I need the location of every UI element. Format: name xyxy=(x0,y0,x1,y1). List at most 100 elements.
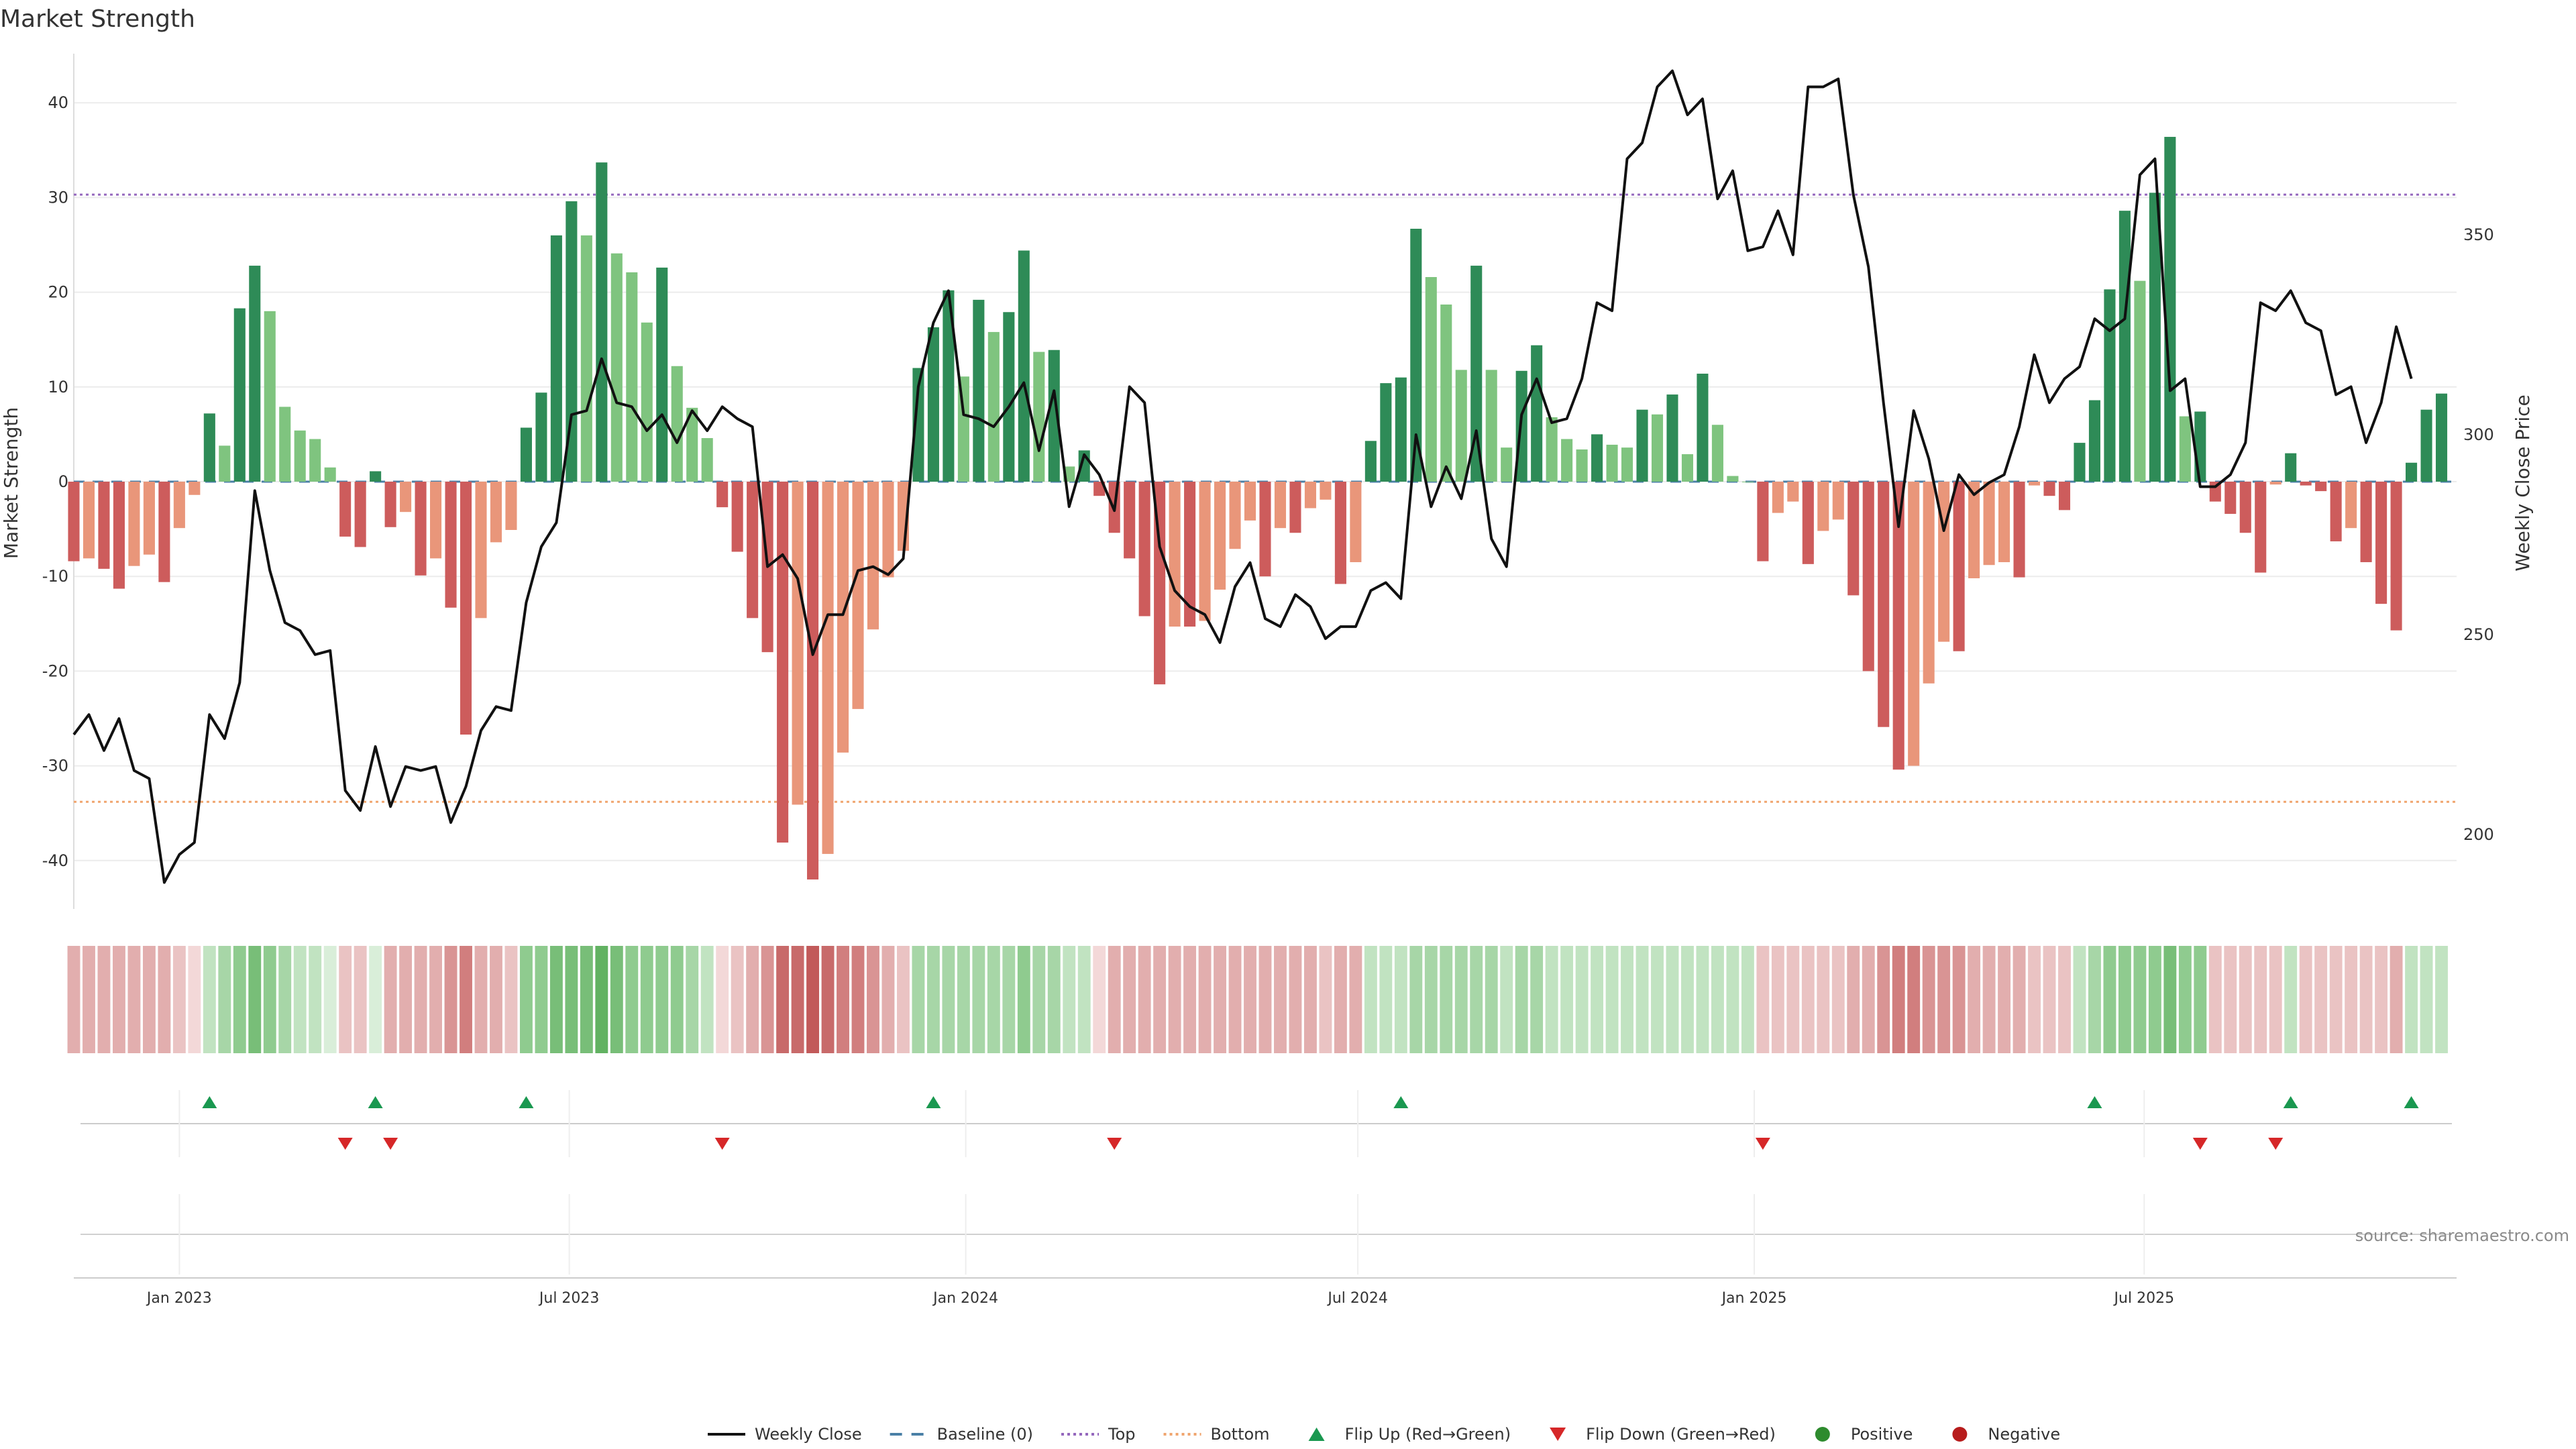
heat-cell xyxy=(549,946,563,1053)
strength-bar xyxy=(1847,482,1860,596)
y-tick-label: -40 xyxy=(42,851,68,870)
strength-bar xyxy=(219,445,231,482)
strength-bar xyxy=(98,482,110,569)
price-line-group xyxy=(72,69,2413,884)
heat-cell xyxy=(2088,946,2101,1053)
heat-cell xyxy=(263,946,276,1053)
strength-bar xyxy=(2134,280,2146,482)
heat-cell xyxy=(867,946,879,1053)
strength-bar xyxy=(1983,482,1995,566)
strength-bar xyxy=(1651,414,1664,482)
heat-cell xyxy=(1063,946,1076,1053)
flip-down-marker xyxy=(383,1138,398,1150)
strength-bar xyxy=(520,427,532,482)
legend-label: Top xyxy=(1108,1425,1136,1444)
heat-cell xyxy=(942,946,955,1053)
heat-cell xyxy=(1258,946,1272,1053)
heat-cell xyxy=(384,946,397,1053)
strength-bar xyxy=(354,482,366,547)
strength-bar xyxy=(68,482,80,561)
heat-cell xyxy=(474,946,488,1053)
strength-bar xyxy=(957,376,969,482)
strength-bar xyxy=(596,162,608,482)
strength-bar xyxy=(249,266,261,482)
heat-cell xyxy=(278,946,292,1053)
strength-bar xyxy=(1048,350,1060,482)
heat-cell xyxy=(1530,946,1544,1053)
heat-cell xyxy=(2133,946,2147,1053)
legend-swatch-circle xyxy=(1815,1427,1830,1442)
strength-bar xyxy=(1666,394,1678,482)
heat-cell xyxy=(1485,946,1498,1053)
strength-bar xyxy=(2375,482,2387,604)
heat-cell xyxy=(1651,946,1664,1053)
heat-cell xyxy=(1907,946,1921,1053)
flip-up-marker xyxy=(202,1096,217,1108)
heat-cell xyxy=(172,946,186,1053)
strength-bar xyxy=(671,366,683,482)
heat-cell xyxy=(806,946,820,1053)
heat-cell xyxy=(821,946,835,1053)
heat-cell xyxy=(912,946,925,1053)
x-tick-label: Jul 2025 xyxy=(2113,1290,2175,1307)
strength-bar xyxy=(279,407,291,482)
heat-cell xyxy=(1002,946,1016,1053)
heat-cell xyxy=(2028,946,2041,1053)
heat-cell xyxy=(2178,946,2192,1053)
legend-label: Negative xyxy=(1988,1425,2060,1444)
strength-bar xyxy=(2164,137,2176,482)
legend-label: Flip Down (Green→Red) xyxy=(1586,1425,1776,1444)
strength-bar xyxy=(1199,482,1211,621)
source-note: source: sharemaestro.com xyxy=(2355,1226,2569,1245)
strength-bar xyxy=(1289,482,1301,533)
legend-label: Weekly Close xyxy=(755,1425,862,1444)
y-tick-label: 0 xyxy=(58,472,68,491)
heat-cell xyxy=(2375,946,2388,1053)
strength-bar xyxy=(777,482,789,843)
heat-cell xyxy=(700,946,714,1053)
heat-cell xyxy=(1711,946,1724,1053)
flip-down-marker xyxy=(714,1138,730,1150)
heat-cell xyxy=(1862,946,1875,1053)
heat-cell xyxy=(1591,946,1604,1053)
strength-bar xyxy=(1787,482,1799,502)
legend-label: Positive xyxy=(1851,1425,1913,1444)
legend-label: Bottom xyxy=(1211,1425,1270,1444)
strength-bar xyxy=(641,322,653,482)
heat-cell xyxy=(1379,946,1393,1053)
strength-bar xyxy=(264,311,276,482)
strength-bar xyxy=(1606,444,1618,482)
y-tick-label: 40 xyxy=(48,93,68,112)
heat-cell xyxy=(686,946,699,1053)
heat-cell xyxy=(2012,946,2026,1053)
heat-cell xyxy=(610,946,623,1053)
heat-cell xyxy=(2284,946,2298,1053)
strength-bar xyxy=(927,327,939,482)
strength-bar xyxy=(2013,482,2025,578)
heat-cell xyxy=(2390,946,2403,1053)
y-tick-label: -10 xyxy=(42,567,68,586)
right-axis-ticks: 350 300 250 200 xyxy=(2463,225,2494,844)
strength-bar xyxy=(400,482,412,513)
strength-bar xyxy=(430,482,442,559)
heat-cell xyxy=(1470,946,1483,1053)
strength-bar xyxy=(1501,447,1513,482)
strength-bar xyxy=(1124,482,1136,559)
heat-cell xyxy=(1319,946,1332,1053)
legend-swatch-triangle-down xyxy=(1550,1428,1566,1441)
strength-bar xyxy=(1802,482,1814,564)
strength-bar xyxy=(1184,482,1196,627)
heat-cell xyxy=(1424,946,1438,1053)
heat-cell xyxy=(293,946,307,1053)
strength-bar xyxy=(1093,482,1106,496)
heat-cell xyxy=(203,946,216,1053)
heat-cell xyxy=(1440,946,1453,1053)
heat-cell xyxy=(2208,946,2222,1053)
strength-bar xyxy=(1003,312,1015,482)
heat-cell xyxy=(1817,946,1830,1053)
heat-cell xyxy=(580,946,593,1053)
strength-bar xyxy=(128,482,140,566)
flip-up-marker xyxy=(519,1096,534,1108)
heat-cell xyxy=(1093,946,1106,1053)
heat-cell xyxy=(2194,946,2207,1053)
